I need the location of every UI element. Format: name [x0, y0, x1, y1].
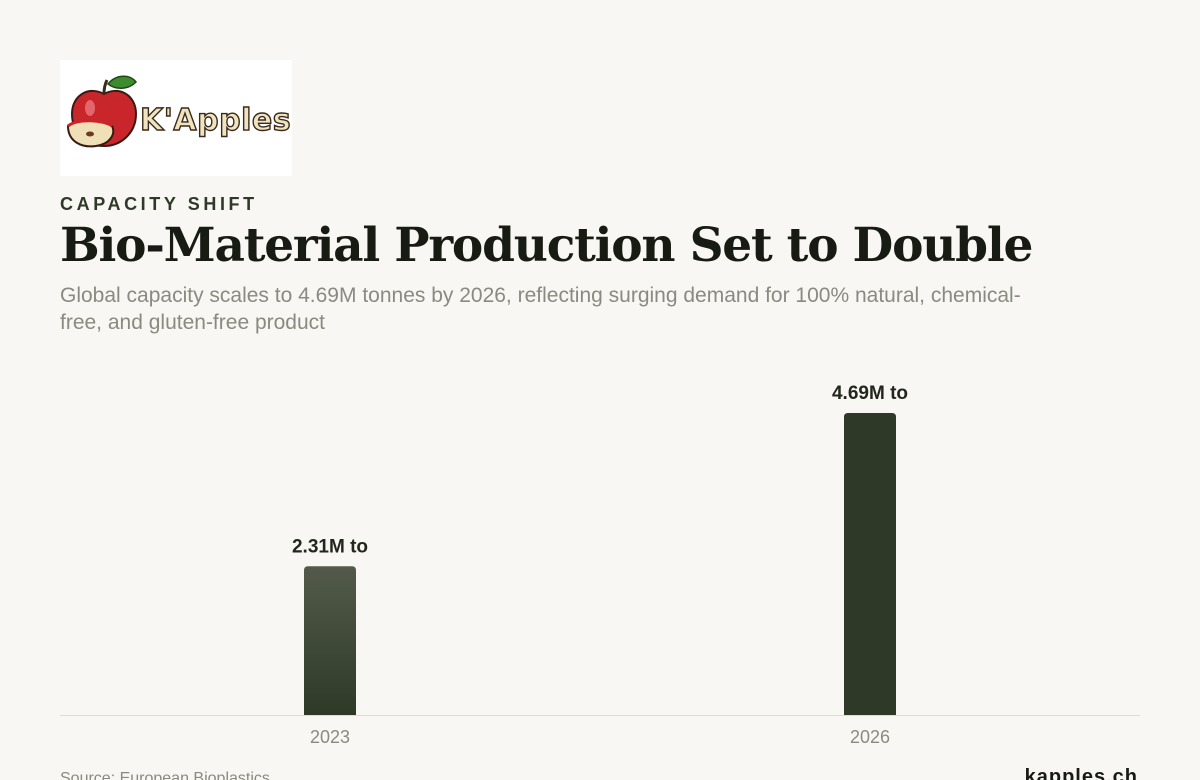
bar-2026: [844, 413, 896, 715]
data-label-2023: 2.31M to: [292, 536, 368, 557]
x-tick-label-2026: 2026: [850, 727, 890, 747]
page-title: Bio-Material Production Set to Double: [60, 218, 1033, 273]
data-label-2026: 4.69M to: [832, 383, 908, 404]
section-eyebrow: CAPACITY SHIFT: [60, 194, 258, 214]
chart-svg: 2.31M to 2023 4.69M to 2026: [60, 383, 1140, 747]
website-link[interactable]: kapples.ch: [1024, 766, 1138, 780]
bar-2023: [304, 566, 356, 715]
brand-logo: K'Apples: [60, 60, 292, 176]
x-tick-label-2023: 2023: [310, 727, 350, 747]
bar-chart: 2.31M to 2023 4.69M to 2026: [60, 360, 1140, 760]
page-subtitle: Global capacity scales to 4.69M tonnes b…: [60, 284, 1021, 334]
logo-wordmark: K'Apples: [140, 103, 291, 138]
source-note: Source: European Bioplastics: [60, 770, 270, 780]
apple-logo-icon: K'Apples: [66, 75, 291, 148]
